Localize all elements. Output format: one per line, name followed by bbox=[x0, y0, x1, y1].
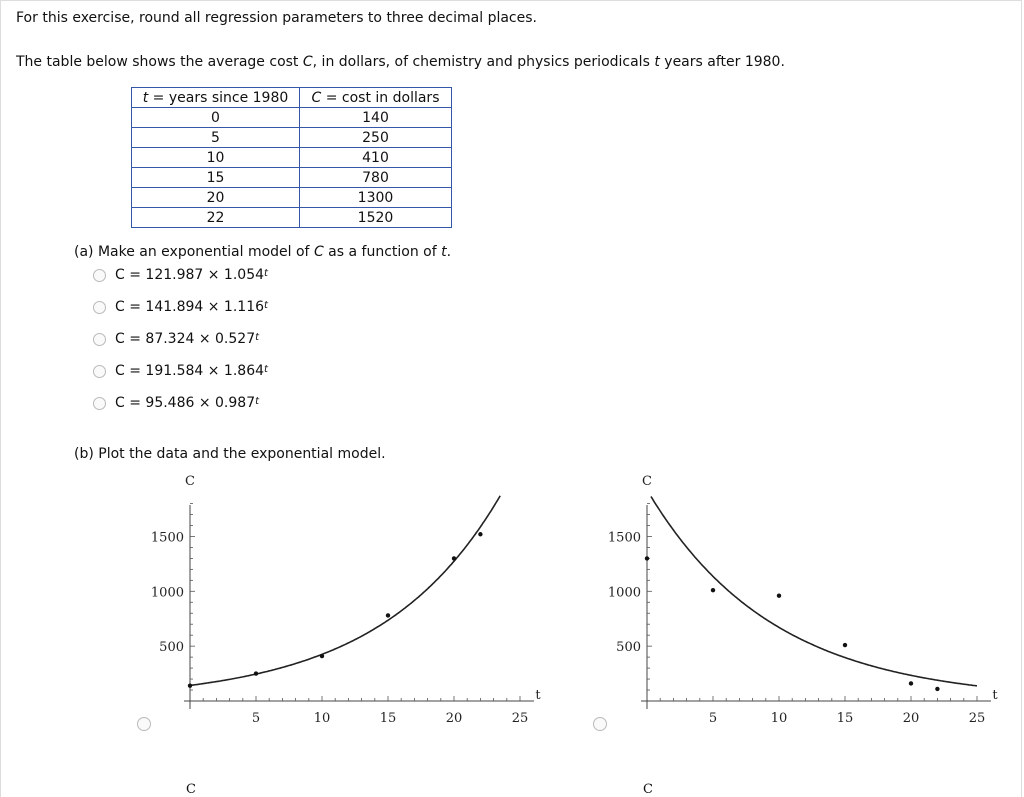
model-curve bbox=[650, 496, 978, 687]
cell-t: 20 bbox=[131, 187, 300, 208]
graph-option-2[interactable] bbox=[593, 717, 607, 731]
instructions-text: For this exercise, round all regression … bbox=[16, 10, 537, 26]
x-tick-label: 20 bbox=[446, 711, 463, 726]
cell-t: 10 bbox=[131, 147, 300, 168]
data-point bbox=[187, 683, 193, 688]
cell-t: 15 bbox=[131, 167, 300, 188]
x-axis-label: t bbox=[992, 688, 998, 703]
lower-graph-2-ylabel: C bbox=[643, 782, 653, 797]
option-label: C = 95.486 × 0.987 bbox=[115, 395, 256, 411]
header-c: C = cost in dollars bbox=[299, 87, 452, 108]
data-point bbox=[644, 556, 650, 561]
y-tick-label: 500 bbox=[159, 640, 184, 655]
option-a5[interactable]: C = 95.486 × 0.987 t bbox=[93, 393, 259, 413]
option-exponent: t bbox=[264, 267, 268, 279]
option-exponent: t bbox=[264, 299, 268, 311]
radio-button[interactable] bbox=[93, 364, 106, 378]
x-tick-label: 25 bbox=[512, 711, 529, 726]
lower-graph-1-ylabel: C bbox=[186, 782, 196, 797]
x-tick-label: 10 bbox=[314, 711, 331, 726]
x-tick-label: 25 bbox=[969, 711, 986, 726]
data-point bbox=[253, 671, 259, 676]
graph-option-1[interactable] bbox=[137, 717, 151, 731]
option-label: C = 121.987 × 1.054 bbox=[115, 267, 265, 283]
cell-c: 250 bbox=[299, 127, 452, 148]
y-tick-label: 1500 bbox=[151, 530, 184, 545]
table-row: 15 780 bbox=[131, 167, 452, 188]
y-tick-label: 1000 bbox=[608, 585, 641, 600]
table-row: 20 1300 bbox=[131, 187, 452, 208]
x-tick-label: 5 bbox=[252, 711, 260, 726]
table-header-row: t = years since 1980 C = cost in dollars bbox=[131, 87, 452, 108]
cell-t: 0 bbox=[131, 107, 300, 128]
model-curve bbox=[189, 495, 501, 687]
option-a3[interactable]: C = 87.324 × 0.527 t bbox=[93, 329, 259, 349]
option-exponent: t bbox=[255, 331, 260, 343]
radio-button[interactable] bbox=[93, 268, 106, 282]
radio-button[interactable] bbox=[93, 396, 106, 410]
cell-t: 5 bbox=[131, 127, 300, 148]
data-point bbox=[385, 613, 391, 618]
cell-c: 1520 bbox=[299, 207, 452, 228]
option-a4[interactable]: C = 191.584 × 1.864 t bbox=[93, 361, 268, 381]
cell-c: 780 bbox=[299, 167, 452, 188]
part-b-prompt: (b) Plot the data and the exponential mo… bbox=[74, 446, 386, 462]
table-row: 5 250 bbox=[131, 127, 452, 148]
option-label: C = 191.584 × 1.864 bbox=[115, 363, 265, 379]
x-tick-label: 15 bbox=[380, 711, 397, 726]
table-row: 0 140 bbox=[131, 107, 452, 128]
cell-c: 140 bbox=[299, 107, 452, 128]
table-row: 10 410 bbox=[131, 147, 452, 168]
part-a-prompt: (a) Make an exponential model of C as a … bbox=[74, 244, 452, 260]
option-a2[interactable]: C = 141.894 × 1.116 t bbox=[93, 297, 268, 317]
y-tick-label: 1000 bbox=[151, 585, 184, 600]
data-point bbox=[478, 532, 483, 537]
intro-text: The table below shows the average cost C… bbox=[16, 54, 785, 70]
data-point bbox=[842, 642, 848, 648]
radio-button[interactable] bbox=[93, 332, 106, 346]
radio-button[interactable] bbox=[593, 717, 607, 731]
radio-button[interactable] bbox=[137, 717, 151, 731]
y-axis-label: C bbox=[642, 474, 652, 489]
radio-button[interactable] bbox=[93, 300, 106, 314]
table-row: 22 1520 bbox=[131, 207, 452, 228]
data-point bbox=[319, 653, 325, 659]
y-tick-label: 1500 bbox=[608, 530, 641, 545]
data-point bbox=[908, 681, 914, 686]
header-t: t = years since 1980 bbox=[131, 87, 300, 108]
x-tick-label: 10 bbox=[771, 711, 788, 726]
data-point bbox=[710, 588, 716, 593]
y-tick-label: 500 bbox=[616, 640, 641, 655]
option-exponent: t bbox=[264, 363, 268, 375]
x-axis-label: t bbox=[535, 688, 541, 703]
cell-c: 1300 bbox=[299, 187, 452, 208]
graph-2: 5 10 15 20 25 500 1000 1500 Ct bbox=[608, 474, 998, 726]
data-point bbox=[776, 593, 782, 598]
cell-t: 22 bbox=[131, 207, 300, 228]
x-tick-label: 5 bbox=[709, 711, 717, 726]
y-axis-label: C bbox=[185, 474, 195, 489]
option-label: C = 141.894 × 1.116 bbox=[115, 299, 265, 315]
data-table: t = years since 1980 C = cost in dollars… bbox=[131, 87, 452, 228]
option-a1[interactable]: C = 121.987 × 1.054 t bbox=[93, 265, 268, 285]
option-exponent: t bbox=[255, 395, 260, 407]
data-point bbox=[935, 686, 940, 692]
x-tick-label: 20 bbox=[903, 711, 920, 726]
cell-c: 410 bbox=[299, 147, 452, 168]
option-label: C = 87.324 × 0.527 bbox=[115, 331, 256, 347]
x-tick-label: 15 bbox=[837, 711, 854, 726]
data-point bbox=[451, 556, 457, 561]
graph-1: 5 10 15 20 25 500 1000 1500 Ct bbox=[151, 474, 541, 726]
